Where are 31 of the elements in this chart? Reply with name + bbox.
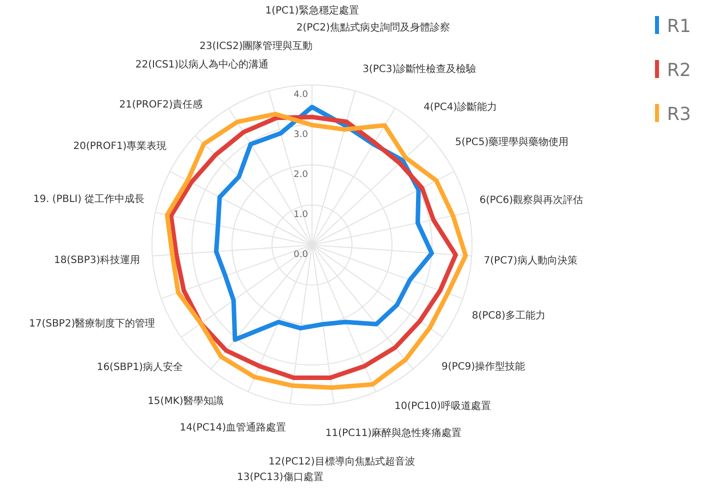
spoke-label: 10(PC10)呼吸道處置 (394, 400, 491, 412)
y-tick-label: 3.0 (294, 130, 308, 140)
legend-label: R2 (667, 60, 691, 81)
spoke-label: 13(PC13)傷口處置 (237, 471, 324, 484)
spoke-label: 18(SBP3)科技運用 (54, 254, 140, 266)
spoke-label: 1(PC1)緊急穩定處置 (265, 4, 359, 16)
spoke-label: 9(PC9)操作型技能 (441, 360, 525, 372)
spoke-label: 6(PC6)觀察與再次評估 (479, 194, 583, 206)
spoke-label: 23(ICS2)團隊管理與互動 (200, 40, 313, 52)
spoke-label: 11(PC11)麻醉與急性疼痛處置 (325, 427, 462, 440)
legend-label: R3 (667, 104, 691, 125)
y-tick-label: 4.0 (294, 90, 308, 100)
spoke-label: 15(MK)醫學知識 (148, 395, 224, 408)
spoke-label: 19. (PBLI) 從工作中成長 (33, 193, 145, 206)
spoke-label: 21(PROF2)責任感 (119, 98, 203, 110)
spoke-label: 4(PC4)診斷能力 (424, 100, 498, 113)
spoke-label: 16(SBP1)病人安全 (96, 360, 183, 373)
y-tick-label: 2.0 (294, 170, 308, 180)
spoke-label: 14(PC14)血管通路處置 (180, 422, 286, 434)
spoke-label: 2(PC2)焦點式病史詢問及身體診察 (296, 21, 450, 34)
spoke-label: 7(PC7)病人動向決策 (484, 254, 578, 266)
spoke-label: 22(ICS1)以病人為中心的溝通 (135, 58, 269, 71)
y-tick-label: 0.0 (294, 250, 308, 260)
spoke-label: 3(PC3)診斷性檢查及檢驗 (362, 62, 476, 75)
legend-label: R1 (667, 16, 691, 37)
spoke-label: 8(PC8)多工能力 (472, 309, 546, 322)
y-tick-label: 1.0 (294, 210, 308, 220)
spoke-label: 5(PC5)藥理學與藥物使用 (455, 136, 569, 148)
spoke-label: 17(SBP2)醫療制度下的管理 (28, 318, 156, 330)
spoke-label: 12(PC12)目標導向焦點式超音波 (268, 455, 415, 468)
spoke-label: 20(PROF1)專業表現 (73, 140, 167, 152)
